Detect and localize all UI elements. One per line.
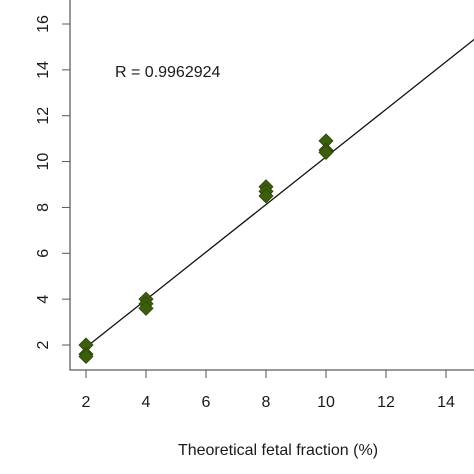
fit-line-group	[85, 38, 474, 348]
x-tick-label: 14	[437, 394, 455, 411]
x-tick-label: 6	[202, 394, 211, 411]
regression-line	[85, 38, 474, 348]
y-tick-label: 12	[35, 107, 52, 125]
y-tick-label: 14	[35, 61, 52, 79]
data-point	[318, 144, 334, 160]
data-point	[138, 300, 154, 316]
x-tick-label: 12	[377, 394, 395, 411]
x-tick-label: 10	[317, 394, 335, 411]
data-point	[258, 188, 274, 204]
y-tick-label: 16	[35, 15, 52, 33]
data-points-group	[78, 133, 334, 365]
x-tick-label: 2	[82, 394, 91, 411]
plot-frame-group	[69, 0, 474, 371]
x-tick-label: 4	[142, 394, 151, 411]
axis-ticks-group: 2 4 6 8 10 12 14 2 4 6 8 10 12 14 16	[35, 15, 455, 411]
x-tick-label: 8	[262, 394, 271, 411]
plot-frame	[69, 0, 474, 371]
y-tick-label: 6	[35, 249, 52, 258]
y-tick-label: 8	[35, 203, 52, 212]
x-axis-title: Theoretical fetal fraction (%)	[178, 442, 378, 459]
y-tick-label: 10	[35, 153, 52, 171]
y-tick-label: 2	[35, 340, 52, 349]
data-point	[78, 348, 94, 365]
correlation-annotation: R = 0.9962924	[115, 64, 221, 81]
y-tick-label: 4	[35, 295, 52, 304]
